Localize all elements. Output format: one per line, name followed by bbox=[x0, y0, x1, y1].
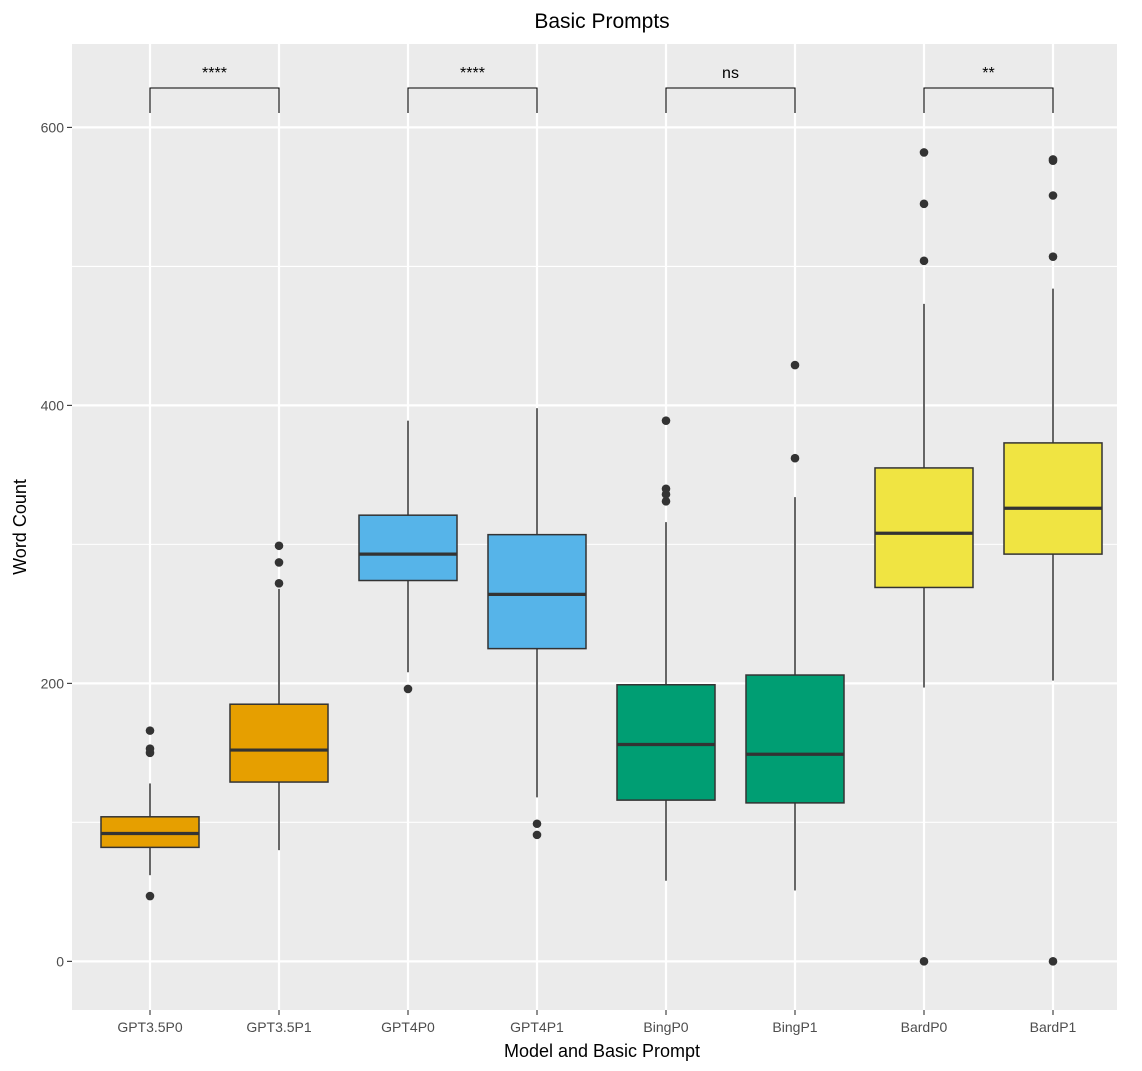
outlier-point bbox=[1048, 252, 1058, 261]
outlier-point bbox=[919, 148, 929, 157]
bracket-line bbox=[923, 87, 1054, 113]
outlier-point bbox=[1048, 191, 1058, 200]
x-tick-label: GPT3.5P1 bbox=[246, 1019, 312, 1035]
outlier-point bbox=[661, 484, 671, 494]
box-GPT4P0 bbox=[358, 420, 458, 694]
outlier-point bbox=[532, 819, 542, 829]
x-axis-title: Model and Basic Prompt bbox=[504, 1041, 700, 1061]
significance-bracket: ns bbox=[665, 65, 796, 113]
outlier-point bbox=[145, 726, 155, 735]
significance-bracket: **** bbox=[149, 65, 280, 113]
box-body bbox=[487, 533, 587, 650]
y-tick-label: 600 bbox=[41, 119, 65, 135]
y-tick-label: 400 bbox=[41, 397, 65, 413]
box-body bbox=[616, 684, 716, 801]
x-tick-label: BingP0 bbox=[643, 1019, 688, 1035]
x-tick-label: BardP0 bbox=[901, 1019, 948, 1035]
outlier-point bbox=[1048, 155, 1058, 164]
outlier-point bbox=[403, 684, 413, 694]
outlier-point bbox=[661, 416, 671, 425]
y-tick-label: 200 bbox=[41, 675, 65, 691]
box-GPT3.5P0 bbox=[100, 726, 200, 901]
x-tick-label: GPT4P1 bbox=[510, 1019, 564, 1035]
x-tick-label: GPT4P0 bbox=[381, 1019, 435, 1035]
outlier-point bbox=[1048, 957, 1058, 966]
outlier-point bbox=[274, 578, 284, 588]
outlier-point bbox=[790, 453, 800, 463]
significance-label: **** bbox=[202, 65, 227, 82]
bracket-line bbox=[149, 87, 280, 113]
outlier-point bbox=[145, 891, 155, 901]
significance-label: ** bbox=[982, 65, 994, 82]
y-axis-title: Word Count bbox=[10, 479, 30, 575]
outlier-point bbox=[274, 541, 284, 551]
outlier-point bbox=[919, 957, 929, 966]
box-body bbox=[874, 467, 974, 589]
significance-bracket: ** bbox=[923, 65, 1054, 113]
outlier-point bbox=[274, 558, 284, 567]
box-body bbox=[229, 703, 329, 783]
outlier-point bbox=[661, 496, 671, 506]
bracket-line bbox=[665, 87, 796, 113]
x-tick-label: BardP1 bbox=[1030, 1019, 1077, 1035]
box-body bbox=[1003, 442, 1103, 555]
box-GPT3.5P1 bbox=[229, 541, 329, 851]
chart-title: Basic Prompts bbox=[534, 10, 669, 33]
outlier-point bbox=[919, 199, 929, 209]
box-BingP0 bbox=[616, 416, 716, 881]
box-BingP1 bbox=[745, 360, 845, 891]
significance-label: ns bbox=[722, 65, 739, 82]
outlier-point bbox=[532, 830, 542, 840]
box-BardP1 bbox=[1003, 155, 1103, 966]
significance-bracket: **** bbox=[407, 65, 538, 113]
bracket-line bbox=[407, 87, 538, 113]
box-marks bbox=[100, 148, 1103, 966]
significance-annotations: **** **** ns ** bbox=[149, 65, 1054, 113]
outlier-point bbox=[145, 744, 155, 753]
x-tick-label: BingP1 bbox=[772, 1019, 817, 1035]
box-body bbox=[745, 674, 845, 804]
outlier-point bbox=[790, 360, 800, 370]
outlier-point bbox=[919, 256, 929, 266]
y-axis: 0 200 400 600 bbox=[41, 119, 72, 969]
significance-label: **** bbox=[460, 65, 485, 82]
box-BardP0 bbox=[874, 148, 974, 966]
box-body bbox=[358, 514, 458, 582]
y-tick-label: 0 bbox=[56, 953, 64, 969]
x-tick-label: GPT3.5P0 bbox=[117, 1019, 183, 1035]
x-axis: GPT3.5P0 GPT3.5P1 GPT4P0 GPT4P1 BingP0 BingP1… bbox=[117, 1010, 1077, 1035]
box-GPT4P1 bbox=[487, 408, 587, 840]
